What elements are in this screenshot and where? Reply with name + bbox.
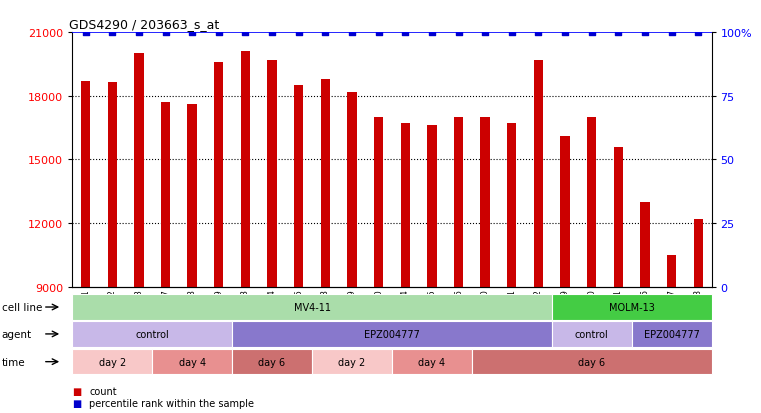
Point [266, 30, 279, 36]
Point [586, 30, 598, 36]
Bar [507, 124, 517, 287]
Point [213, 30, 225, 36]
Bar [214, 63, 224, 287]
Text: percentile rank within the sample: percentile rank within the sample [89, 398, 254, 408]
Point [186, 30, 199, 36]
Bar [400, 124, 410, 287]
Bar [480, 118, 490, 287]
Bar [613, 147, 623, 287]
Point [559, 30, 571, 36]
Point [693, 30, 705, 36]
Text: ■: ■ [72, 398, 81, 408]
Point [373, 30, 385, 36]
Text: MOLM-13: MOLM-13 [609, 302, 654, 312]
Point [240, 30, 252, 36]
Point [107, 30, 119, 36]
Point [346, 30, 358, 36]
Text: cell line: cell line [2, 302, 42, 312]
Bar [560, 137, 570, 287]
Bar [267, 61, 277, 287]
Point [533, 30, 545, 36]
Point [133, 30, 145, 36]
Point [453, 30, 465, 36]
Text: day 2: day 2 [99, 357, 126, 367]
Text: MV4-11: MV4-11 [294, 302, 330, 312]
Bar [294, 86, 304, 287]
Text: day 2: day 2 [339, 357, 365, 367]
Point [479, 30, 492, 36]
Text: day 4: day 4 [419, 357, 445, 367]
Bar [187, 105, 197, 287]
Point [426, 30, 438, 36]
Bar [81, 82, 91, 287]
Point [160, 30, 172, 36]
Text: ■: ■ [72, 387, 81, 396]
Bar [320, 80, 330, 287]
Text: day 6: day 6 [259, 357, 285, 367]
Text: time: time [2, 357, 25, 367]
Bar [533, 61, 543, 287]
Bar [107, 83, 117, 287]
Text: control: control [135, 329, 169, 339]
Point [666, 30, 678, 36]
Text: GDS4290 / 203663_s_at: GDS4290 / 203663_s_at [69, 17, 219, 31]
Bar [134, 54, 144, 287]
Point [400, 30, 412, 36]
Bar [347, 93, 357, 287]
Point [293, 30, 305, 36]
Text: EPZ004777: EPZ004777 [644, 329, 699, 339]
Bar [454, 118, 463, 287]
Bar [667, 255, 677, 287]
Text: count: count [89, 387, 116, 396]
Bar [161, 103, 170, 287]
Bar [240, 52, 250, 287]
Point [320, 30, 332, 36]
Point [612, 30, 624, 36]
Bar [427, 126, 437, 287]
Point [639, 30, 651, 36]
Text: day 6: day 6 [578, 357, 605, 367]
Bar [640, 202, 650, 287]
Text: agent: agent [2, 329, 32, 339]
Bar [693, 219, 703, 287]
Text: EPZ004777: EPZ004777 [364, 329, 420, 339]
Point [80, 30, 92, 36]
Point [506, 30, 518, 36]
Text: control: control [575, 329, 609, 339]
Text: day 4: day 4 [179, 357, 205, 367]
Bar [374, 118, 384, 287]
Bar [587, 118, 597, 287]
